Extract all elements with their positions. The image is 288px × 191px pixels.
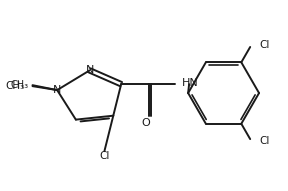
Text: N: N bbox=[53, 85, 61, 95]
Text: Cl: Cl bbox=[259, 40, 269, 50]
Text: HN: HN bbox=[182, 78, 199, 88]
Text: N: N bbox=[86, 65, 94, 75]
Text: CH₃: CH₃ bbox=[5, 81, 25, 91]
Text: Cl: Cl bbox=[99, 151, 110, 161]
Text: O: O bbox=[141, 118, 150, 128]
Text: Cl: Cl bbox=[259, 136, 269, 146]
Text: CH₃: CH₃ bbox=[10, 80, 29, 90]
